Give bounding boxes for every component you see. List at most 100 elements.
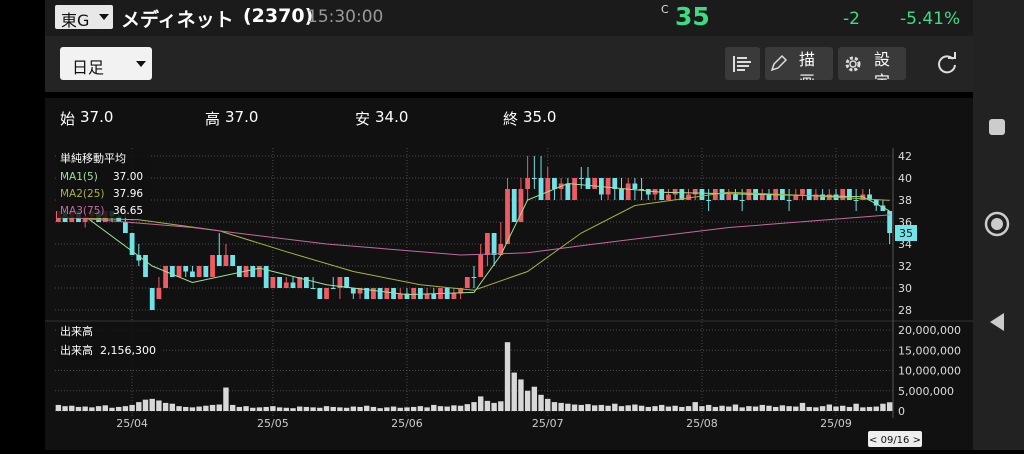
volume-bar	[149, 398, 155, 411]
y-tick-label: 32	[898, 260, 912, 273]
volume-bar	[746, 406, 752, 411]
candle-body	[625, 183, 631, 200]
market-select[interactable]: 東G	[55, 5, 113, 30]
candle-body	[411, 288, 417, 299]
volume-bar	[551, 402, 558, 411]
ohlc-label: 終	[503, 110, 519, 128]
volume-bar	[772, 406, 779, 411]
volume-bar	[491, 402, 497, 411]
candle-body	[257, 266, 262, 277]
volume-bar	[866, 406, 873, 411]
candle-body	[471, 277, 477, 278]
legend-value: 2,156,300	[100, 344, 156, 357]
legend-box	[57, 150, 150, 218]
volume-bar	[95, 406, 102, 411]
candle-body	[176, 266, 182, 277]
volume-bar	[243, 406, 249, 411]
volume-bar	[826, 404, 833, 411]
candle-body	[270, 277, 276, 288]
legend-name: MA3(75)	[60, 205, 104, 217]
volume-bar	[115, 406, 122, 411]
volume-bar	[176, 406, 182, 411]
x-tick-label: 25/08	[686, 417, 718, 430]
candle-body	[880, 205, 886, 211]
volume-bar	[437, 406, 444, 411]
candle-body	[250, 266, 256, 277]
candle-body	[726, 194, 732, 200]
market: 東G	[61, 11, 90, 30]
candle-body	[277, 277, 282, 288]
candle-body	[873, 200, 879, 206]
candle-body	[417, 288, 423, 299]
candle-body	[612, 178, 618, 189]
volume-bar	[524, 390, 531, 411]
volume-bar	[256, 407, 263, 411]
candle-body	[196, 266, 202, 277]
volume-bar	[853, 403, 859, 411]
volume-bar	[759, 404, 765, 411]
candle-body	[552, 178, 557, 189]
candle-body	[645, 189, 651, 195]
candle-body	[297, 277, 303, 288]
volume-bar	[518, 379, 524, 411]
candle-body	[384, 288, 390, 299]
volume-bar	[444, 406, 450, 411]
volume-bar	[585, 404, 591, 411]
candle-body	[505, 189, 510, 244]
volume-bar	[169, 403, 176, 411]
period-select[interactable]: 日足	[60, 47, 152, 80]
volume-bar	[102, 405, 108, 411]
candle-body	[190, 271, 195, 277]
candle-body	[840, 189, 846, 200]
candle-body	[585, 178, 591, 189]
candle-body	[431, 293, 437, 299]
candle-body	[733, 194, 738, 200]
candle-body	[478, 255, 484, 277]
candle-body	[183, 266, 189, 272]
candle-body	[344, 277, 350, 288]
y-tick-label: 30	[898, 282, 912, 295]
volume-bar	[250, 407, 256, 411]
candle-body	[122, 222, 128, 233]
volume-bar	[451, 405, 457, 411]
candle-body	[324, 288, 329, 299]
candle-body	[317, 288, 323, 299]
candle-body	[458, 288, 463, 294]
settings-button[interactable]: 設定	[838, 47, 906, 80]
volume-bar	[511, 372, 517, 411]
chart: 25/04 25/05 25/06 25/07 25/08 25/09 28 30 32 34 36…	[45, 148, 973, 447]
ohlc-value: 37.0	[80, 108, 114, 126]
volume-bar	[531, 386, 538, 411]
nav-icons[interactable]	[973, 0, 1024, 450]
candle-body	[545, 178, 551, 200]
candle-body	[485, 233, 490, 255]
stock-code: (2370)	[243, 5, 314, 27]
volume-bar	[390, 406, 397, 411]
candle-body	[451, 293, 457, 299]
volume-bar	[377, 408, 383, 411]
candle-body	[169, 266, 175, 277]
draw-button[interactable]: 描画	[765, 47, 833, 80]
volume-bar	[638, 405, 645, 411]
volume-bar	[337, 407, 343, 411]
volume-bar	[739, 407, 745, 411]
volume-bar	[196, 406, 202, 411]
refresh-icon[interactable]	[935, 52, 959, 76]
volume-bar	[719, 405, 725, 411]
volume-bar	[752, 406, 759, 411]
volume-bar	[431, 404, 437, 411]
indicator-button[interactable]	[725, 47, 760, 80]
candle-body	[350, 288, 356, 294]
candle-body	[82, 216, 88, 222]
volume-bar	[370, 406, 377, 411]
volume-bar	[69, 405, 75, 411]
volume-bar	[203, 405, 209, 411]
candle-body	[867, 194, 872, 200]
candle-body	[679, 189, 685, 200]
price-tag	[895, 225, 917, 241]
volume-bar	[364, 405, 370, 411]
system-nav	[973, 0, 1024, 450]
x-tick-label: 25/05	[257, 417, 289, 430]
time: 15:30:00	[307, 7, 384, 27]
volume-bar	[840, 405, 846, 411]
